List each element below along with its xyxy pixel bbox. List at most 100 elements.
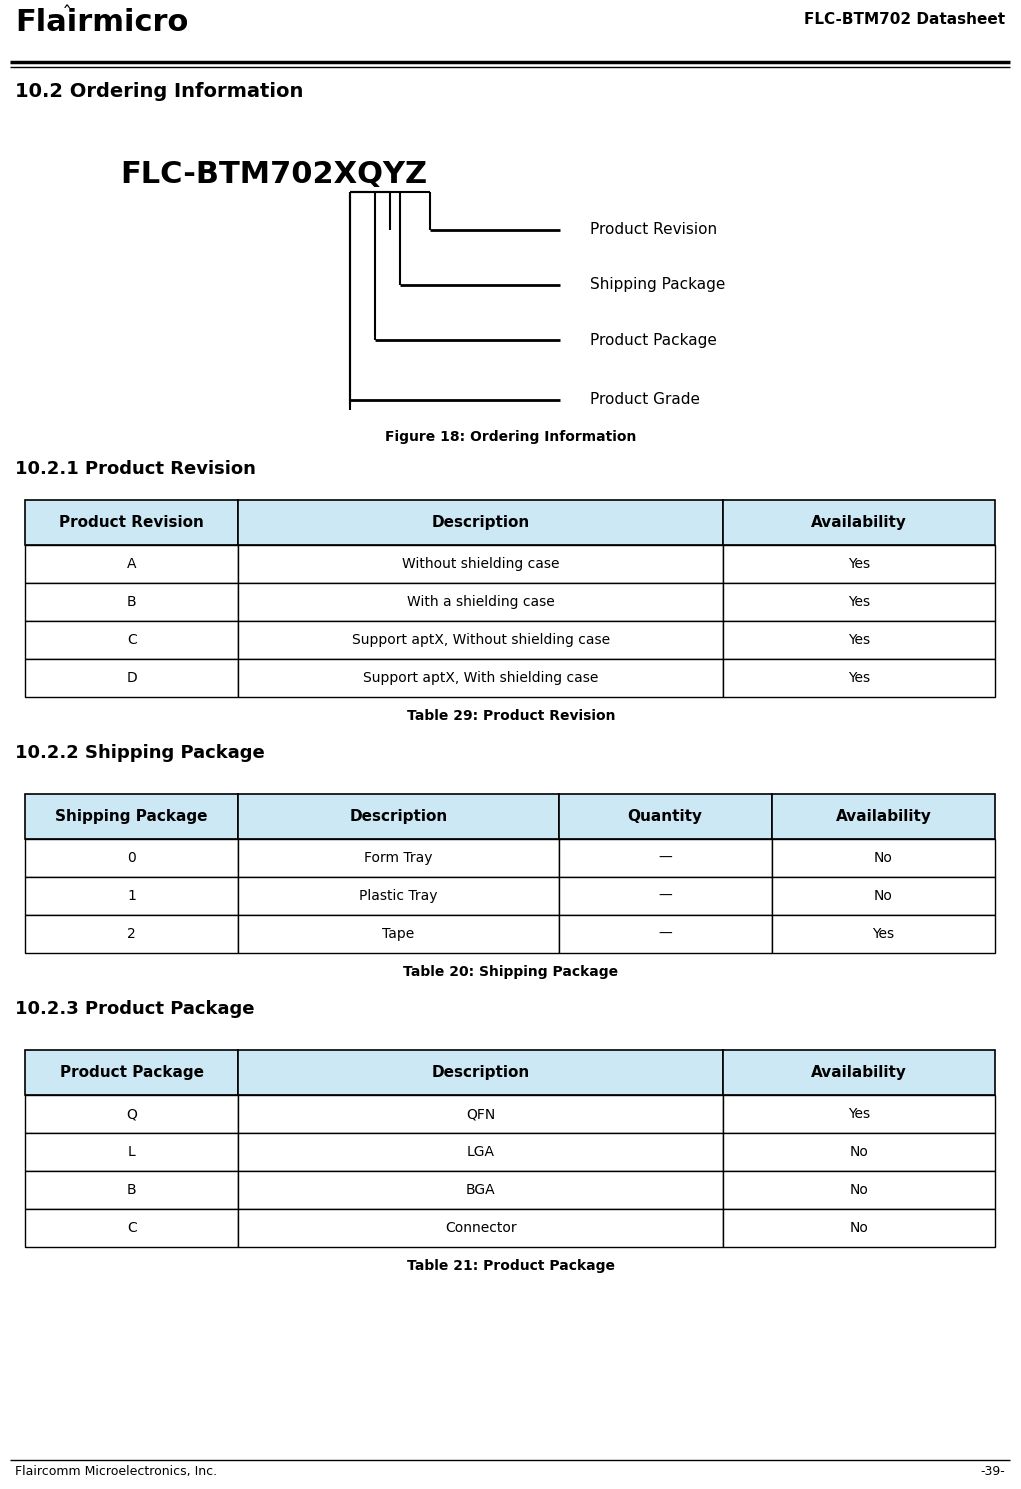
Bar (238, 1209, 724, 1246)
Bar (25, 1209, 238, 1246)
Bar (25, 877, 238, 916)
Text: Figure 18: Ordering Information: Figure 18: Ordering Information (385, 430, 637, 444)
Bar (772, 916, 995, 953)
Bar (724, 1050, 995, 1094)
Bar (25, 794, 238, 838)
Text: Availability: Availability (835, 809, 931, 823)
Text: Tape: Tape (382, 928, 415, 941)
Text: Connector: Connector (445, 1221, 517, 1234)
Bar (238, 545, 724, 584)
Bar (25, 500, 238, 545)
Bar (724, 500, 995, 545)
Bar (25, 1133, 238, 1170)
Text: Description: Description (349, 809, 447, 823)
Text: Yes: Yes (872, 928, 894, 941)
Bar (238, 877, 558, 916)
Text: C: C (127, 633, 137, 648)
Text: L: L (128, 1145, 136, 1158)
Text: Product Grade: Product Grade (590, 393, 700, 408)
Bar (772, 794, 995, 838)
Text: Yes: Yes (848, 672, 870, 685)
Text: Product Package: Product Package (590, 332, 717, 347)
Bar (558, 877, 772, 916)
Text: FLC-BTM702XQYZ: FLC-BTM702XQYZ (120, 159, 427, 189)
Text: Yes: Yes (848, 633, 870, 648)
Text: Table 20: Shipping Package: Table 20: Shipping Package (403, 965, 619, 978)
Text: Yes: Yes (848, 1106, 870, 1121)
Bar (25, 1050, 238, 1094)
Bar (238, 660, 724, 697)
Text: 10.2.1 Product Revision: 10.2.1 Product Revision (15, 460, 256, 478)
Text: Table 29: Product Revision: Table 29: Product Revision (406, 709, 616, 724)
Text: —: — (659, 852, 672, 865)
Bar (558, 794, 772, 838)
Text: Product Revision: Product Revision (59, 515, 204, 530)
Text: Availability: Availability (812, 515, 907, 530)
Text: 10.2.3 Product Package: 10.2.3 Product Package (15, 1001, 254, 1018)
Text: Yes: Yes (848, 557, 870, 570)
Text: Form Tray: Form Tray (364, 852, 433, 865)
Bar (25, 660, 238, 697)
Text: 10.2 Ordering Information: 10.2 Ordering Information (15, 82, 303, 101)
Text: No: No (849, 1221, 869, 1234)
Bar (238, 1094, 724, 1133)
Bar (558, 838, 772, 877)
Text: Product Revision: Product Revision (590, 222, 717, 238)
Bar (238, 1133, 724, 1170)
Bar (724, 1094, 995, 1133)
Text: —: — (659, 928, 672, 941)
Bar (772, 838, 995, 877)
Bar (724, 1170, 995, 1209)
Bar (724, 660, 995, 697)
Text: -39-: -39- (980, 1465, 1005, 1479)
Bar (724, 1209, 995, 1246)
Text: 0: 0 (128, 852, 136, 865)
Text: Plastic Tray: Plastic Tray (359, 889, 438, 902)
Text: Without shielding case: Without shielding case (402, 557, 560, 570)
Text: Product Package: Product Package (59, 1065, 204, 1080)
Bar (25, 1094, 238, 1133)
Text: FLC-BTM702 Datasheet: FLC-BTM702 Datasheet (804, 12, 1005, 27)
Text: Description: Description (432, 1065, 530, 1080)
Text: Table 21: Product Package: Table 21: Product Package (407, 1260, 615, 1273)
Text: 1: 1 (128, 889, 136, 902)
Bar (238, 838, 558, 877)
Bar (724, 1133, 995, 1170)
Text: LGA: LGA (467, 1145, 495, 1158)
Bar (238, 1170, 724, 1209)
Bar (25, 545, 238, 584)
Text: Support aptX, With shielding case: Support aptX, With shielding case (363, 672, 598, 685)
Text: B: B (127, 1182, 137, 1197)
Text: Yes: Yes (848, 596, 870, 609)
Text: Q: Q (127, 1106, 137, 1121)
Text: 10.2.2 Shipping Package: 10.2.2 Shipping Package (15, 744, 264, 762)
Text: D: D (127, 672, 137, 685)
Bar (238, 794, 558, 838)
Text: Shipping Package: Shipping Package (590, 277, 725, 292)
Bar (724, 545, 995, 584)
Text: Availability: Availability (812, 1065, 907, 1080)
Bar (724, 584, 995, 621)
Bar (238, 621, 724, 660)
Bar (25, 621, 238, 660)
Text: BGA: BGA (467, 1182, 496, 1197)
Text: Description: Description (432, 515, 530, 530)
Text: Support aptX, Without shielding case: Support aptX, Without shielding case (352, 633, 610, 648)
Text: No: No (849, 1145, 869, 1158)
Text: No: No (849, 1182, 869, 1197)
Text: C: C (127, 1221, 137, 1234)
Text: A: A (127, 557, 137, 570)
Bar (238, 500, 724, 545)
Text: Flairmicro: Flairmicro (15, 7, 189, 37)
Text: No: No (874, 889, 893, 902)
Bar (238, 916, 558, 953)
Bar (25, 1170, 238, 1209)
Text: No: No (874, 852, 893, 865)
Bar (772, 877, 995, 916)
Bar (25, 916, 238, 953)
Text: Flaircomm Microelectronics, Inc.: Flaircomm Microelectronics, Inc. (15, 1465, 217, 1479)
Text: 2: 2 (128, 928, 136, 941)
Text: B: B (127, 596, 137, 609)
Bar (238, 1050, 724, 1094)
Bar (25, 584, 238, 621)
